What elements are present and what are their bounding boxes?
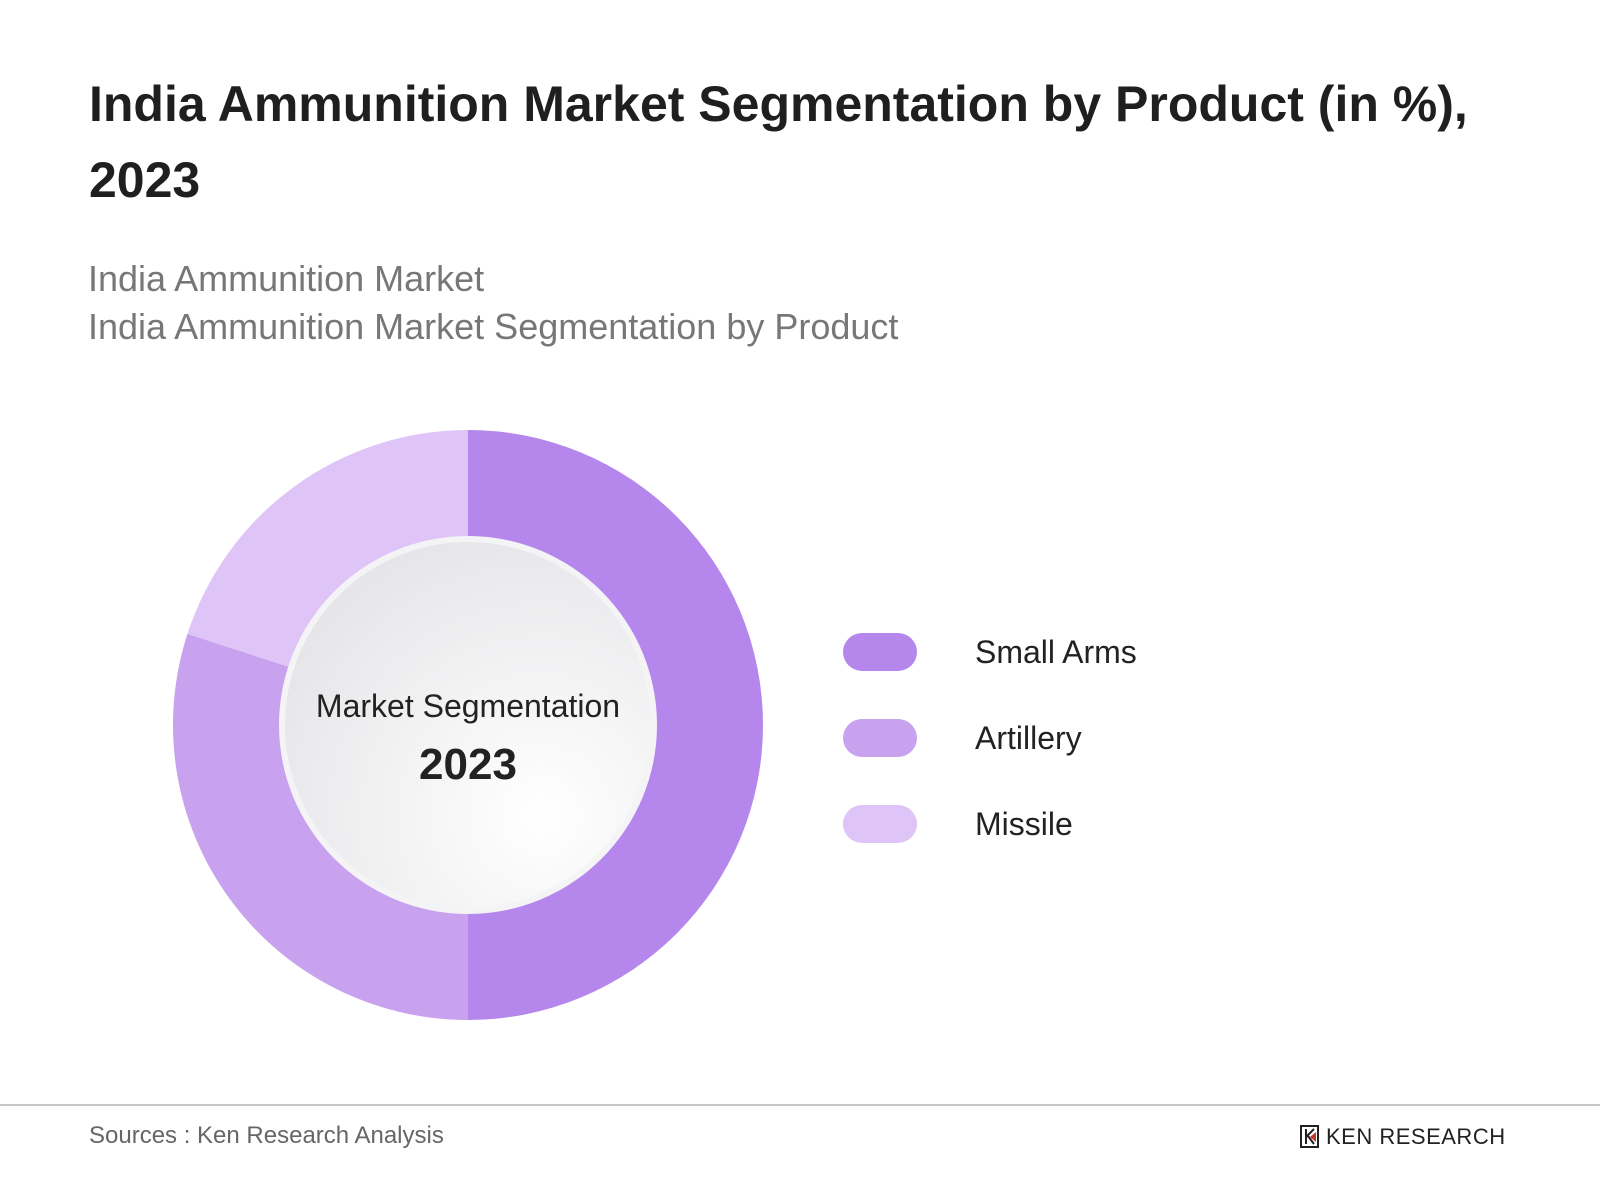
logo-text: KEN RESEARCH [1326,1124,1506,1149]
legend-label-missile: Missile [975,806,1073,842]
legend-label-small-arms: Small Arms [975,634,1137,670]
legend-label-artillery: Artillery [975,720,1082,756]
source-note: Sources : Ken Research Analysis [89,1122,444,1149]
subtitle-1: India Ammunition Market [88,258,485,299]
ken-logo-icon [1300,1125,1319,1148]
chart-title: India Ammunition Market Segmentation by … [89,76,1468,208]
center-value: 2023 [419,740,517,789]
ken-research-logo: KEN RESEARCH [1300,1124,1506,1150]
legend-swatch-missile [843,805,917,843]
subtitle-2: India Ammunition Market Segmentation by … [88,306,899,347]
footer-divider [0,1104,1600,1106]
legend-swatch-small-arms [843,633,917,671]
donut-hole [285,542,651,908]
legend-swatch-artillery [843,719,917,757]
center-label: Market Segmentation [315,688,621,724]
